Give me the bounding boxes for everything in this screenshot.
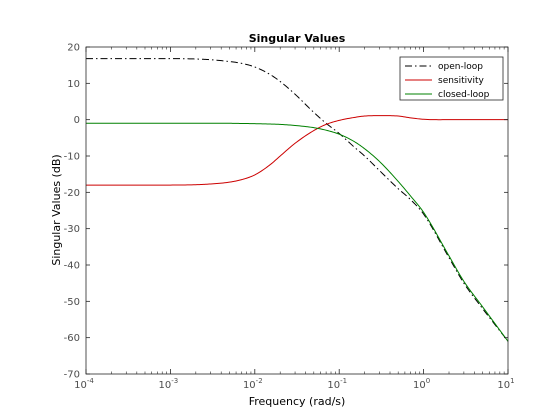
x-tick-label: 10-1 bbox=[327, 377, 347, 391]
x-tick-label: 10-4 bbox=[74, 377, 94, 391]
y-tick-label: -70 bbox=[64, 370, 80, 381]
legend: open-loop sensitivity closed-loop bbox=[399, 56, 504, 101]
sensitivity-legend-label: sensitivity bbox=[438, 76, 485, 86]
y-tick-label: 0 bbox=[74, 115, 80, 126]
y-tick-label: 10 bbox=[67, 79, 80, 90]
y-tick-label: -10 bbox=[64, 152, 80, 163]
x-tick-label: 101 bbox=[497, 377, 514, 391]
y-tick-label: -40 bbox=[64, 261, 80, 272]
x-tick-label: 100 bbox=[413, 377, 430, 391]
legend-box bbox=[399, 56, 504, 101]
y-axis-label: Singular Values (dB) bbox=[50, 154, 63, 265]
open-loop-line bbox=[86, 58, 509, 342]
y-tick-label: -60 bbox=[64, 333, 80, 344]
closed-loop-legend-label: closed-loop bbox=[438, 90, 490, 100]
y-tick-label: 20 bbox=[67, 43, 80, 54]
y-tick-label: -30 bbox=[64, 224, 80, 235]
chart-title: Singular Values bbox=[249, 32, 346, 45]
open-loop-legend-label: open-loop bbox=[438, 62, 483, 72]
sensitivity-line bbox=[86, 115, 508, 186]
closed-loop-line bbox=[86, 122, 509, 342]
y-tick-label: -50 bbox=[64, 297, 80, 308]
plot-frame bbox=[85, 46, 509, 375]
plot-area bbox=[86, 47, 508, 374]
y-tick-label: -20 bbox=[64, 188, 80, 199]
x-tick-label: 10-3 bbox=[159, 377, 179, 391]
x-tick-label: 10-2 bbox=[243, 377, 263, 391]
series-layer bbox=[86, 58, 509, 342]
x-axis-label: Frequency (rad/s) bbox=[249, 395, 346, 408]
